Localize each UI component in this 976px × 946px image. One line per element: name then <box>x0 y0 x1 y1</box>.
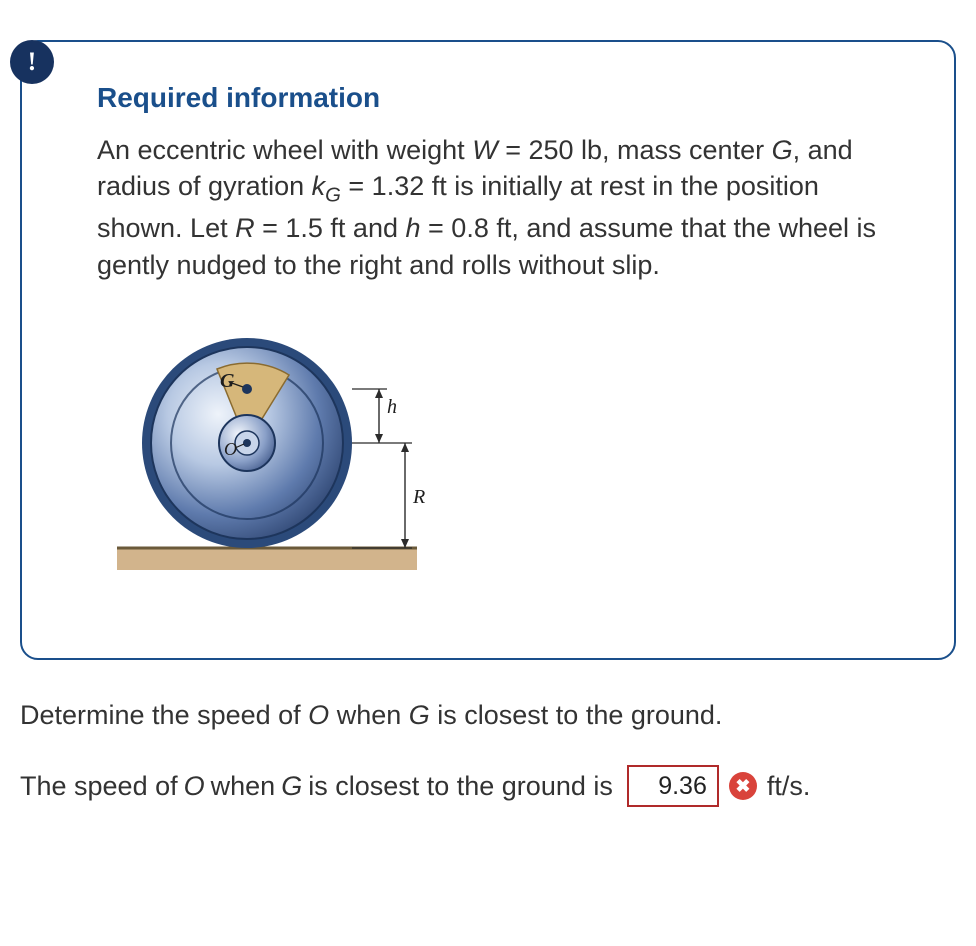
point-G-marker <box>242 384 252 394</box>
var-kG: kG <box>312 171 341 201</box>
label-R: R <box>412 486 425 508</box>
incorrect-icon: ✖ <box>729 772 757 800</box>
ground <box>117 548 417 570</box>
point-O-marker <box>243 439 251 447</box>
dim-h-arrow-top <box>375 389 383 398</box>
section-heading: Required information <box>97 82 899 114</box>
figure: G O h R <box>97 313 899 598</box>
val-kG: = 1.32 ft <box>348 171 446 201</box>
a-var-G: G <box>281 771 302 802</box>
answer-input[interactable]: 9.36 <box>627 765 719 807</box>
dim-R-arrow-top <box>401 443 409 452</box>
val-h: = 0.8 ft <box>428 213 511 243</box>
val-R: = 1.5 ft <box>262 213 345 243</box>
question: Determine the speed of O when G is close… <box>20 700 956 731</box>
a-var-O: O <box>184 771 205 802</box>
required-info-box: ! Required information An eccentric whee… <box>20 40 956 660</box>
var-G: G <box>772 135 793 165</box>
problem-statement: An eccentric wheel with weight W = 250 l… <box>97 132 899 283</box>
var-h: h <box>405 213 420 243</box>
label-h: h <box>387 396 397 418</box>
q-var-G: G <box>409 700 430 730</box>
q-var-O: O <box>308 700 329 730</box>
label-O: O <box>224 439 237 459</box>
alert-badge-icon: ! <box>10 40 54 84</box>
answer-unit: ft/s. <box>767 771 811 802</box>
wheel-diagram: G O h R <box>117 313 457 593</box>
var-W: W <box>472 135 497 165</box>
var-R: R <box>235 213 255 243</box>
label-G: G <box>220 370 235 392</box>
answer-line: The speed of O when G is closest to the … <box>20 765 956 807</box>
val-W: = 250 lb <box>505 135 602 165</box>
dim-h-arrow-bot <box>375 434 383 443</box>
